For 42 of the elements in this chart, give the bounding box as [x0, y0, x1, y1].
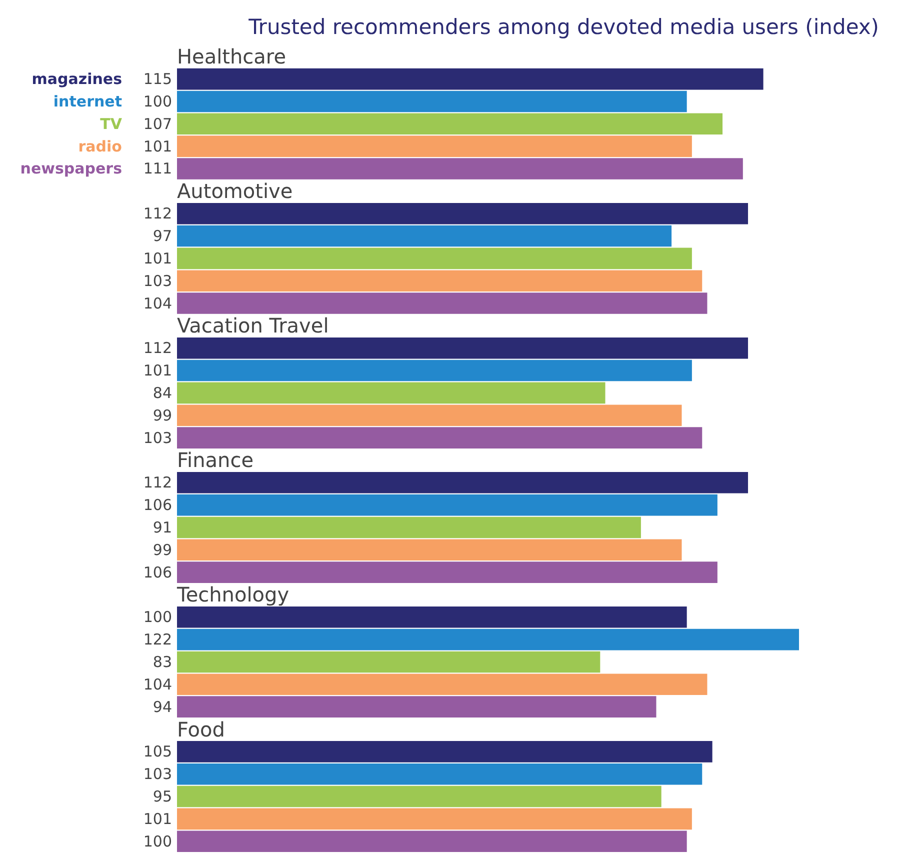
data-label: 115	[143, 70, 172, 88]
y-tick-label: Vacation Travel	[177, 314, 329, 338]
data-label: 99	[152, 406, 172, 424]
data-label: 91	[152, 518, 172, 536]
data-label: 101	[143, 810, 172, 828]
data-label: 111	[143, 160, 172, 178]
data-label: 83	[152, 652, 172, 671]
data-label: 97	[152, 227, 172, 246]
data-label: 99	[152, 540, 172, 559]
y-tick-label: Finance	[177, 448, 254, 472]
data-label: 94	[152, 698, 172, 716]
y-tick-label: Automotive	[177, 179, 293, 204]
data-label: 100	[143, 608, 172, 626]
data-label: 103	[143, 272, 172, 290]
text: internet	[53, 92, 122, 110]
data-label: 101	[143, 249, 172, 268]
text: TV	[100, 114, 122, 133]
data-label: 84	[152, 384, 172, 402]
data-label: 112	[143, 474, 172, 492]
data-label: 107	[143, 114, 172, 133]
data-label: 101	[143, 137, 172, 156]
data-label: 103	[143, 428, 172, 447]
data-label: 103	[143, 765, 172, 784]
y-tick-label: Food	[177, 717, 225, 742]
data-label: 122	[143, 630, 172, 649]
data-label: 112	[143, 339, 172, 358]
data-label: 106	[143, 563, 172, 582]
data-label: 106	[143, 496, 172, 514]
y-tick-label: Healthcare	[177, 44, 286, 69]
data-label: 104	[143, 675, 172, 694]
data-label: 100	[143, 832, 172, 850]
y-tick-label: Technology	[176, 582, 290, 607]
chart-title: Trusted recommenders among devoted media users (index)	[248, 15, 879, 39]
data-label: 100	[143, 92, 172, 110]
data-label: 104	[143, 294, 172, 312]
data-label: 112	[143, 204, 172, 223]
text: magazines	[32, 70, 122, 88]
data-label: 101	[143, 362, 172, 380]
data-label: 105	[143, 742, 172, 761]
text: radio	[78, 137, 122, 156]
text: newspapers	[20, 160, 122, 178]
data-label: 95	[152, 788, 172, 806]
